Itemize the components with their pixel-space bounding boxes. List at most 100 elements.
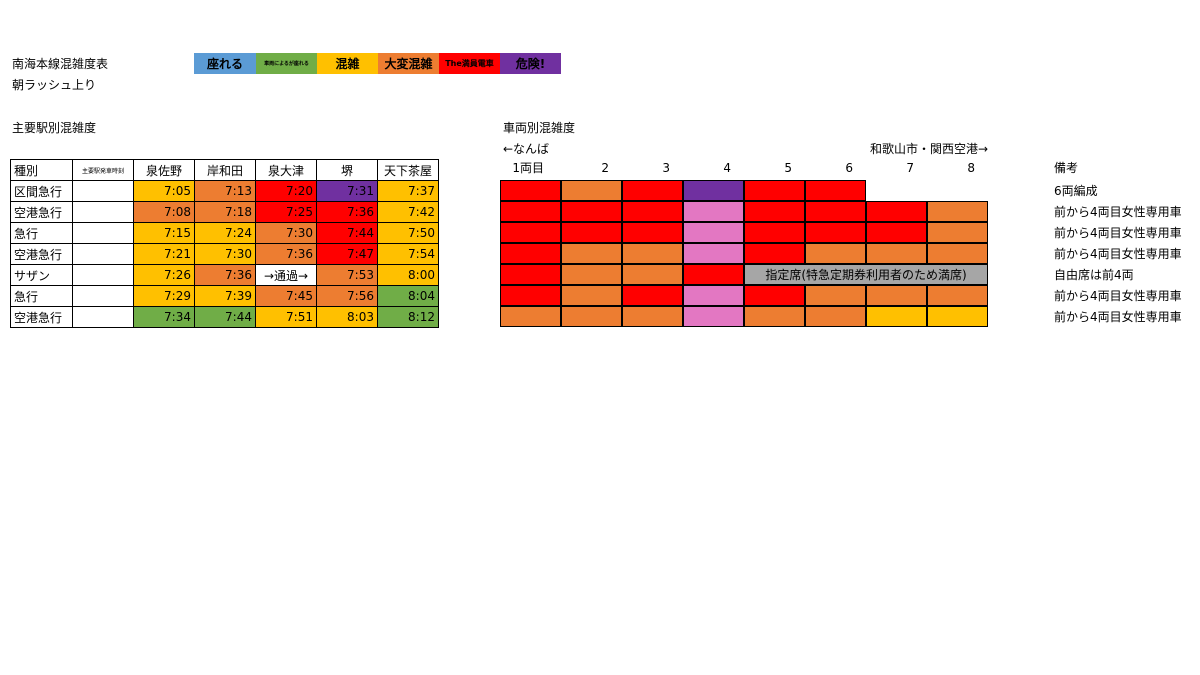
train-type: 急行: [10, 285, 73, 307]
station-header: 堺: [316, 159, 378, 181]
reserved-seat-block: 指定席(特急定期券利用者のため満席): [744, 264, 988, 285]
time-cell: 7:34: [133, 306, 195, 328]
time-cell: 7:31: [316, 180, 378, 202]
time-cell: 7:47: [316, 243, 378, 265]
legend-item: 大変混雑: [378, 53, 439, 74]
car-cell: [683, 243, 744, 264]
car-cell: [561, 264, 622, 285]
car-cell: [622, 306, 683, 327]
car-cell: [744, 180, 805, 201]
car-cell: [805, 306, 866, 327]
car-cell: [561, 285, 622, 306]
time-cell: 7:21: [133, 243, 195, 265]
legend-item: The満員電車: [439, 53, 500, 74]
time-cell: 8:00: [377, 264, 439, 286]
page-subtitle: 朝ラッシュ上り: [12, 78, 97, 92]
car-cell: [500, 264, 561, 285]
car-cell: [866, 285, 927, 306]
time-cell: 7:44: [316, 222, 378, 244]
direction-wakayama-kansai: 和歌山市・関西空港→: [870, 142, 989, 156]
car-cell: [866, 201, 927, 222]
car-cell: [500, 306, 561, 327]
car-number-label: 1両目: [512, 161, 544, 175]
car-cell: [744, 306, 805, 327]
car-section-heading: 車両別混雑度: [503, 121, 576, 135]
car-cell: [622, 180, 683, 201]
car-cell: [866, 306, 927, 327]
car-cell: [561, 180, 622, 201]
time-cell: 7:15: [133, 222, 195, 244]
time-cell: 8:04: [377, 285, 439, 307]
car-cell: [622, 201, 683, 222]
car-cell: [622, 222, 683, 243]
time-cell: 7:45: [255, 285, 317, 307]
table-row: 急行 7:29 7:39 7:45 7:56 8:04: [10, 285, 439, 307]
table-row: 空港急行 7:34 7:44 7:51 8:03 8:12: [10, 306, 439, 328]
time-cell: 7:36: [194, 264, 256, 286]
legend-item: 混雑: [317, 53, 378, 74]
train-type: 急行: [10, 222, 73, 244]
remark-text: 前から4両目女性専用車: [1054, 226, 1182, 240]
remarks-header: 備考: [1054, 161, 1079, 175]
time-cell: 7:25: [255, 201, 317, 223]
remark-text: 6両編成: [1054, 184, 1098, 198]
type-header: 種別: [10, 159, 73, 181]
time-cell: 7:42: [377, 201, 439, 223]
train-type: サザン: [10, 264, 73, 286]
car-cell: [805, 222, 866, 243]
time-cell: 7:39: [194, 285, 256, 307]
car-cell: [622, 243, 683, 264]
time-cell: 8:12: [377, 306, 439, 328]
car-number-label: 7: [906, 161, 914, 175]
page-title: 南海本線混雑度表: [12, 57, 109, 71]
car-row: [500, 285, 988, 306]
car-cell: [805, 243, 866, 264]
car-cell: [500, 201, 561, 222]
car-cell: [561, 306, 622, 327]
table-row: サザン 7:26 7:36 →通過→ 7:53 8:00: [10, 264, 439, 286]
station-header: 泉佐野: [133, 159, 195, 181]
car-cell: [622, 285, 683, 306]
car-row: [500, 306, 988, 327]
car-cell: [927, 285, 988, 306]
time-cell: 7:53: [316, 264, 378, 286]
car-number-label: 6: [845, 161, 853, 175]
time-cell: 7:36: [255, 243, 317, 265]
time-cell: 7:54: [377, 243, 439, 265]
legend-item: 危険!: [500, 53, 561, 74]
car-cell: [927, 306, 988, 327]
table-row: 区間急行 7:05 7:13 7:20 7:31 7:37: [10, 180, 439, 202]
departure-time-blank: [72, 285, 134, 307]
train-type: 区間急行: [10, 180, 73, 202]
car-cell: [744, 285, 805, 306]
car-row: [500, 180, 988, 201]
car-cell: [500, 285, 561, 306]
remark-text: 前から4両目女性専用車: [1054, 247, 1182, 261]
time-cell: 7:30: [194, 243, 256, 265]
car-cell: [561, 201, 622, 222]
station-congestion-table: 種別 主要駅発車時刻 泉佐野 岸和田 泉大津堺天下茶屋 区間急行 7:05 7:13 7:20 7…: [10, 159, 439, 328]
car-cell: [561, 222, 622, 243]
legend-item: 車両によるが座れる: [256, 53, 317, 74]
departure-time-blank: [72, 201, 134, 223]
time-cell: 7:36: [316, 201, 378, 223]
car-row: [500, 222, 988, 243]
car-cell: [683, 222, 744, 243]
time-cell: 7:50: [377, 222, 439, 244]
car-cell: [500, 180, 561, 201]
congestion-legend: 座れる 車両によるが座れる 混雑 大変混雑 The満員電車 危険!: [194, 53, 561, 74]
time-cell: 7:26: [133, 264, 195, 286]
car-cell: [683, 201, 744, 222]
train-type: 空港急行: [10, 243, 73, 265]
departure-time-blank: [72, 180, 134, 202]
car-cell: [927, 222, 988, 243]
car-cell: [927, 201, 988, 222]
car-cell: [744, 243, 805, 264]
car-cell: [805, 180, 866, 201]
time-cell: 7:37: [377, 180, 439, 202]
time-cell: 7:24: [194, 222, 256, 244]
remark-text: 前から4両目女性専用車: [1054, 289, 1182, 303]
car-cell: [683, 264, 744, 285]
car-number-label: 5: [784, 161, 792, 175]
train-type: 空港急行: [10, 201, 73, 223]
